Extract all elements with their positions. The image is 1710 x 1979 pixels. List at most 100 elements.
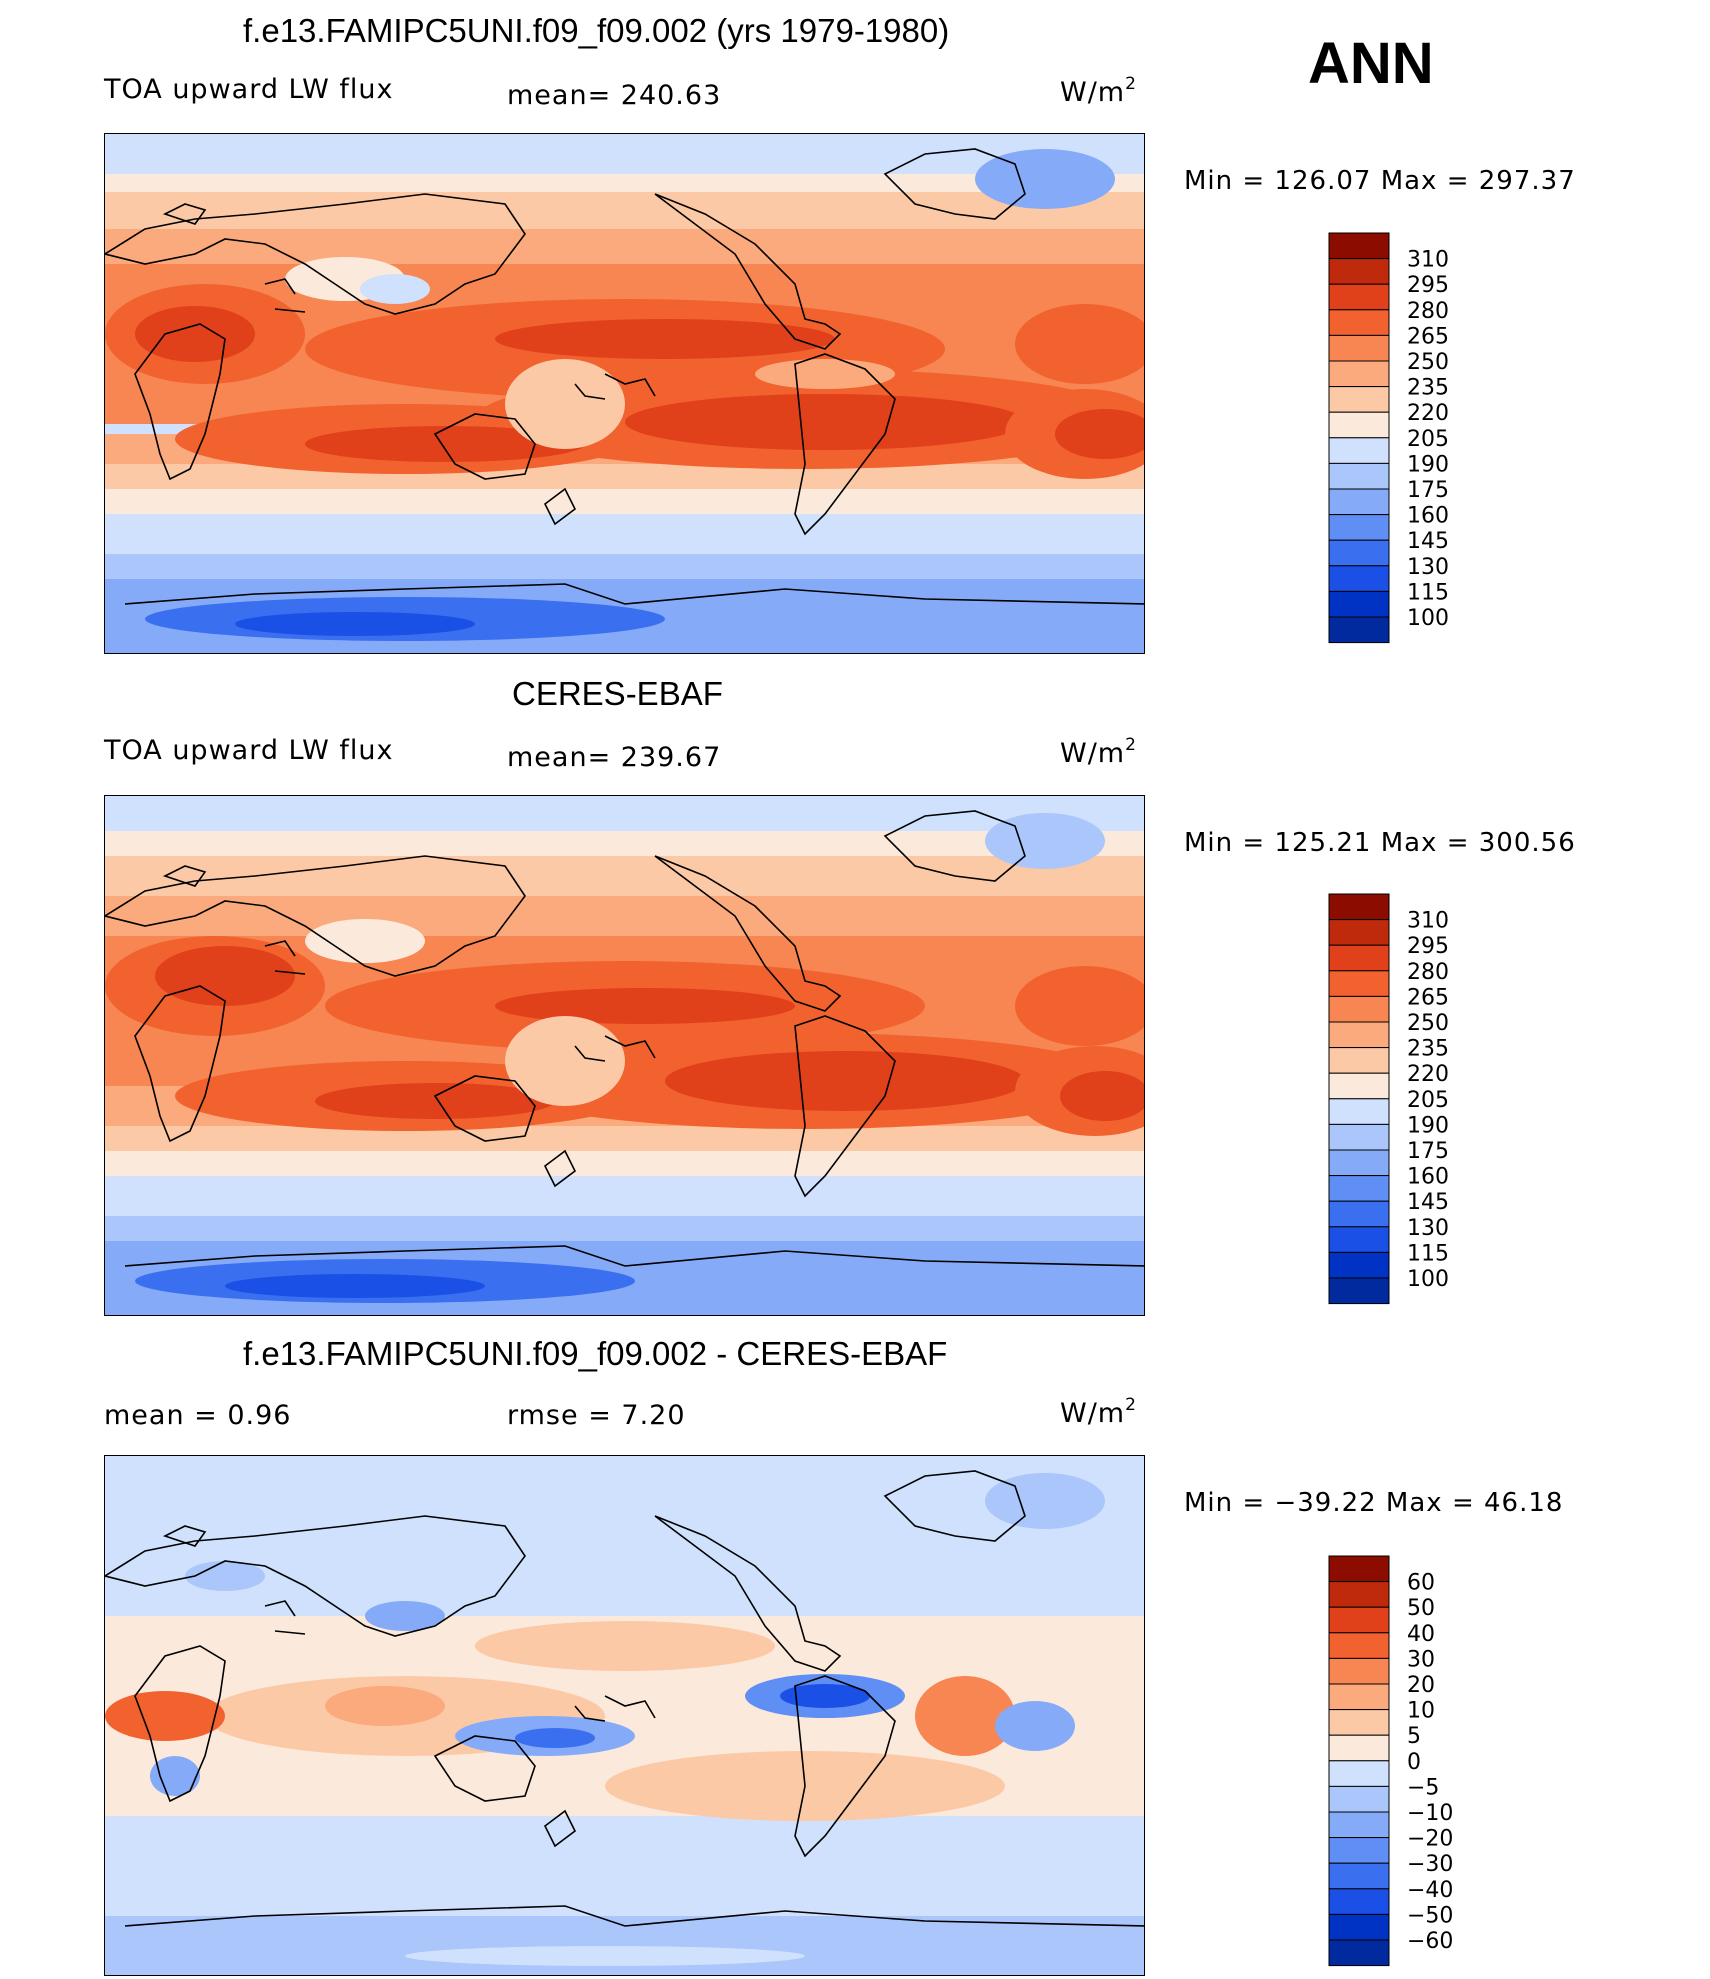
panel1-colorbar-box <box>1328 462 1390 490</box>
panel1-minmax: Min = 126.07 Max = 297.37 <box>1184 166 1576 196</box>
panel2-colorbar-tick-label: 160 <box>1407 1165 1449 1190</box>
panel3-colorbar-box <box>1328 1657 1390 1685</box>
panel2-colorbar-tick-label: 205 <box>1407 1088 1449 1113</box>
panel1-colorbar-box <box>1328 590 1390 618</box>
panel1-colorbar-box <box>1328 616 1390 644</box>
panel3-rmse-label: rmse = 7.20 <box>507 1400 686 1431</box>
panel1-colorbar-box <box>1328 283 1390 311</box>
panel3-colorbar-box <box>1328 1785 1390 1813</box>
panel2-mean-label: mean= 239.67 <box>507 742 722 773</box>
panel3-colorbar-tick-label: 5 <box>1407 1724 1421 1749</box>
panel3-units-label: W/m2 <box>1060 1395 1137 1429</box>
panel1-colorbar-tick-label: 115 <box>1407 580 1449 605</box>
panel3-colorbar-box <box>1328 1913 1390 1941</box>
panel1-colorbar-tick-label: 265 <box>1407 324 1449 349</box>
panel3-colorbar: 60 50 40 30 20 10 5 0 −5 −10 −20 −30 −40 −50 −60 <box>1328 1555 1489 1967</box>
panel3-colorbar-box <box>1328 1709 1390 1736</box>
panel2-colorbar-tick-label: 145 <box>1407 1190 1449 1215</box>
panel3-colorbar-tick-label: −5 <box>1407 1775 1439 1800</box>
panel1-colorbar-box <box>1328 488 1390 516</box>
panel2-map <box>104 795 1145 1316</box>
panel2-colorbar-box <box>1328 995 1390 1023</box>
panel2-colorbar-box <box>1328 919 1390 946</box>
panel2-variable-label: TOA upward LW flux <box>104 735 394 766</box>
panel2-colorbar-tick-label: 130 <box>1407 1216 1449 1241</box>
panel1-colorbar-box <box>1328 565 1390 592</box>
panel2-colorbar-box <box>1328 893 1390 921</box>
panel2-colorbar: 310 295 280 265 250 235 220 205 190 175 160 145 130 1… <box>1328 893 1489 1305</box>
panel1-mean-label: mean= 240.63 <box>507 80 722 111</box>
panel3-colorbar-tick-label: −20 <box>1407 1827 1453 1852</box>
panel3-colorbar-box <box>1328 1862 1390 1890</box>
panel3-colorbar-box <box>1328 1555 1390 1583</box>
panel1-colorbar-box <box>1328 232 1390 260</box>
panel3-colorbar-tick-label: −30 <box>1407 1852 1453 1877</box>
panel3-colorbar-tick-label: −60 <box>1407 1929 1453 1954</box>
panel1-colorbar-tick-label: 100 <box>1407 606 1449 631</box>
panel3-colorbar-tick-label: 10 <box>1407 1699 1435 1724</box>
panel1-colorbar-tick-label: 130 <box>1407 555 1449 580</box>
panel1-colorbar-box <box>1328 539 1390 567</box>
panel2-colorbar-box <box>1328 1098 1390 1125</box>
panel2-colorbar-tick-label: 100 <box>1407 1267 1449 1292</box>
panel2-colorbar-svg: 3102952802652502352202051901751601451301… <box>1328 893 1449 1305</box>
panel2-colorbar-box <box>1328 1123 1390 1151</box>
panel2-colorbar-box <box>1328 1072 1390 1100</box>
panel3-colorbar-box <box>1328 1760 1390 1787</box>
panel2-colorbar-box <box>1328 970 1390 997</box>
panel2-colorbar-box <box>1328 1175 1390 1202</box>
panel2-colorbar-tick-label: 190 <box>1407 1113 1449 1138</box>
panel3-colorbar-box <box>1328 1683 1390 1711</box>
panel1-colorbar-box <box>1328 360 1390 388</box>
panel1-colorbar-box <box>1328 334 1390 362</box>
panel1-colorbar: 310 295 280 265 250 235 220 205 190 175 160 145 130 1… <box>1328 232 1489 644</box>
panel1-colorbar-box <box>1328 411 1390 439</box>
season-label: ANN <box>1308 31 1434 96</box>
panel1-colorbar-box <box>1328 437 1390 464</box>
panel3-colorbar-box <box>1328 1888 1390 1915</box>
panel2-colorbar-tick-label: 295 <box>1407 934 1449 959</box>
panel2-minmax: Min = 125.21 Max = 300.56 <box>1184 828 1576 858</box>
panel1-colorbar-tick-label: 145 <box>1407 529 1449 554</box>
panel1-map <box>104 133 1145 654</box>
panel2-colorbar-box <box>1328 1226 1390 1253</box>
panel2-colorbar-tick-label: 175 <box>1407 1139 1449 1164</box>
panel1-colorbar-tick-label: 175 <box>1407 478 1449 503</box>
panel2-map-svg <box>105 796 1144 1315</box>
panel3-map-svg <box>105 1456 1144 1975</box>
panel2-colorbar-tick-label: 280 <box>1407 960 1449 985</box>
panel3-colorbar-tick-label: 50 <box>1407 1596 1435 1621</box>
panel2-colorbar-tick-label: 265 <box>1407 985 1449 1010</box>
panel1-colorbar-svg: 3102952802652502352202051901751601451301… <box>1328 232 1449 644</box>
panel1-colorbar-box <box>1328 309 1390 336</box>
panel3-colorbar-box <box>1328 1811 1390 1839</box>
panel3-colorbar-box <box>1328 1939 1390 1967</box>
panel1-title: f.e13.FAMIPC5UNI.f09_f09.002 (yrs 1979-1… <box>243 12 950 49</box>
panel3-colorbar-box <box>1328 1581 1390 1608</box>
panel2-colorbar-box <box>1328 1047 1390 1074</box>
panel3-colorbar-box <box>1328 1837 1390 1864</box>
panel1-colorbar-tick-label: 250 <box>1407 350 1449 375</box>
panel3-colorbar-box <box>1328 1606 1390 1634</box>
panel1-colorbar-tick-label: 160 <box>1407 504 1449 529</box>
panel2-colorbar-tick-label: 220 <box>1407 1062 1449 1087</box>
panel2-title: CERES-EBAF <box>512 675 723 712</box>
panel3-colorbar-tick-label: −10 <box>1407 1801 1453 1826</box>
panel1-map-svg <box>105 134 1144 653</box>
panel2-colorbar-tick-label: 310 <box>1407 909 1449 934</box>
panel2-colorbar-box <box>1328 1200 1390 1228</box>
panel3-minmax: Min = −39.22 Max = 46.18 <box>1184 1488 1564 1518</box>
panel1-colorbar-tick-label: 205 <box>1407 427 1449 452</box>
panel1-colorbar-box <box>1328 258 1390 285</box>
panel3-colorbar-box <box>1328 1632 1390 1659</box>
panel3-colorbar-tick-label: 20 <box>1407 1673 1435 1698</box>
panel3-map <box>104 1455 1145 1976</box>
panel1-colorbar-tick-label: 310 <box>1407 248 1449 273</box>
panel1-variable-label: TOA upward LW flux <box>104 74 394 105</box>
panel1-units-label: W/m2 <box>1060 74 1137 108</box>
panel1-colorbar-tick-label: 190 <box>1407 452 1449 477</box>
panel2-colorbar-box <box>1328 1277 1390 1305</box>
panel2-colorbar-box <box>1328 1021 1390 1049</box>
panel2-colorbar-box <box>1328 944 1390 972</box>
